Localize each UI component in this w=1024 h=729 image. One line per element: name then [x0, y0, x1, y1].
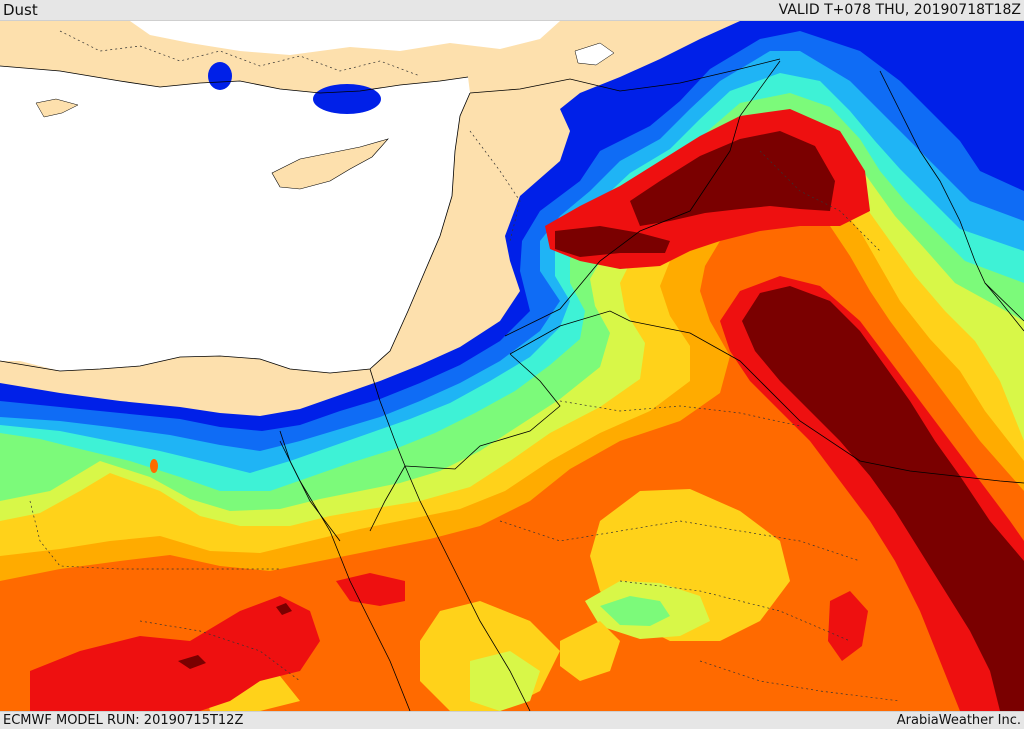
dotted-border-saudi-3 [619, 580, 851, 642]
lake-van [574, 42, 615, 66]
dust-spot-turkey-west [208, 62, 232, 90]
border-kuwait [984, 282, 1024, 332]
border-saudi-jordan-south [404, 353, 561, 470]
dust-level-11-spot1 [276, 603, 292, 615]
dust-forecast-map [0, 21, 1024, 711]
border-coast-med [0, 92, 471, 374]
dust-level-11-spot2 [178, 655, 206, 669]
mediterranean-sea [0, 66, 470, 373]
internal-borders [29, 30, 901, 702]
model-run-label: ECMWF MODEL RUN: 20190715T12Z [3, 713, 244, 728]
map-canvas [0, 21, 1024, 711]
dust-level-10-eastspot [828, 591, 868, 661]
dust-level-10-southwest [30, 596, 320, 711]
dust-spot-egypt [150, 459, 158, 473]
border-jordan-saudi [509, 310, 1024, 484]
north-sea [130, 21, 560, 55]
country-borders [0, 58, 1024, 711]
valid-time-label: VALID T+078 THU, 20190718T18Z [778, 2, 1021, 18]
dust-level-11-east [742, 286, 1024, 711]
dust-field [0, 21, 1024, 711]
dust-patch-cyan-south [600, 596, 670, 626]
dotted-border-syria [469, 130, 521, 242]
dotted-border-south-saudi [699, 660, 901, 702]
header-bar: Dust VALID T+078 THU, 20190718T18Z [0, 0, 1024, 21]
border-coast-north [0, 65, 469, 94]
border-jordan-east [504, 260, 601, 337]
border-suez [279, 430, 341, 542]
dotted-border-sudan [139, 620, 301, 682]
map-title: Dust [3, 1, 38, 19]
cyprus-island [271, 138, 389, 190]
dotted-border-saudi-1 [559, 400, 801, 427]
crete-island [35, 98, 79, 118]
dotted-border-turkey-1 [59, 30, 421, 77]
border-red-sea-east [404, 465, 531, 711]
dust-level-10-sinai [336, 573, 405, 606]
dust-level-11-north2 [555, 226, 670, 257]
dust-level-11-north [630, 131, 835, 226]
dotted-border-egypt-libya [29, 500, 280, 570]
dotted-border-saudi-2 [499, 520, 861, 562]
dust-spot-turkey-east [313, 84, 381, 114]
border-syria-iraq [599, 60, 781, 262]
border-turkey-syria [469, 58, 781, 94]
footer-bar: ECMWF MODEL RUN: 20190715T12Z ArabiaWeat… [0, 711, 1024, 729]
credit-label: ArabiaWeather Inc. [896, 713, 1021, 728]
border-egypt-israel [369, 368, 406, 467]
border-iran-iraq [879, 70, 1024, 322]
border-gulf-aqaba [369, 465, 406, 532]
dust-patch-yellow-se [560, 621, 620, 681]
